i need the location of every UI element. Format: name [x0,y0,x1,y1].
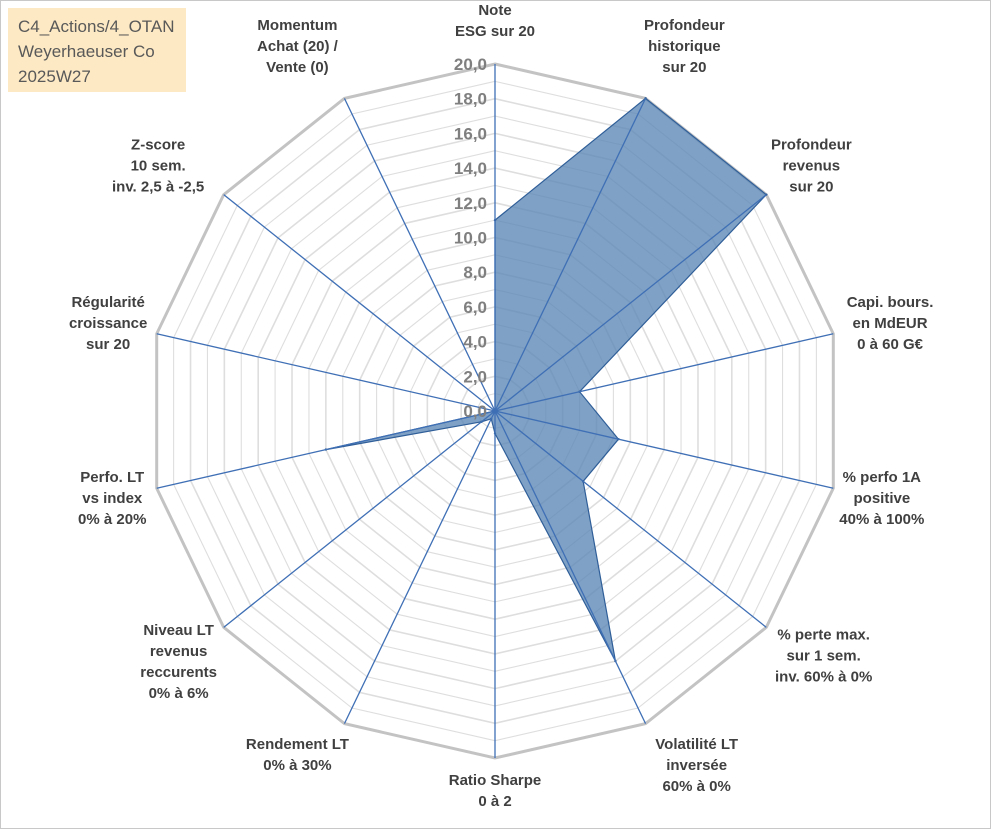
axis-label-line: 60% à 0% [662,778,730,795]
axis-label: Ratio Sharpe 0 à 2 [449,772,542,810]
axis-spoke [343,410,496,724]
axis-label: Momentum Achat (20) / Vente (0) [257,17,339,76]
axis-spoke [494,194,767,412]
axis-label-line: Achat (20) / [257,38,339,55]
axis-label-line: 40% à 100% [839,511,924,528]
axis-label: Note ESG sur 20 [455,2,535,40]
axis-label-line: inv. 60% à 0% [775,669,872,686]
axis-label-line: sur 1 sem. [787,648,861,665]
tick-label: 0,0 [463,402,487,421]
axis-label-line: revenus [783,157,841,174]
axis-label-line: Profondeur [771,136,852,153]
axis-label-line: 10 sem. [131,157,186,174]
axis-label-line: Momentum [257,17,337,34]
axis-label: Perfo. LT vs index 0% à 20% [78,469,146,528]
axis-label: Volatilité LT inversée 60% à 0% [655,736,738,795]
axis-spoke [494,410,647,724]
axis-spoke [494,98,647,412]
tick-label: 4,0 [463,333,487,352]
axis-label-line: 0% à 30% [263,757,331,774]
axis-spoke [494,410,767,628]
axis-label-line: revenus [150,643,208,660]
axis-label-line: sur 20 [662,59,706,76]
axis-label: Capi. bours. en MdEUR 0 à 60 G€ [847,294,934,353]
axis-label-line: % perte max. [777,627,870,644]
axis-label-line: % perfo 1A [843,469,922,486]
axis-spoke [494,333,834,412]
axis-label-line: Vente (0) [266,59,329,76]
axis-label: % perfo 1A positive 40% à 100% [839,469,924,528]
axis-label-line: 0 à 2 [478,793,511,810]
axis-label-line: sur 20 [86,336,130,353]
axis-spoke [156,410,496,489]
axis-label-line: sur 20 [789,178,833,195]
tick-label: 18,0 [454,90,487,109]
axis-label-line: 0 à 60 G€ [857,336,924,353]
info-box: C4_Actions/4_OTAN Weyerhaeuser Co 2025W2… [8,8,186,92]
axis-label: Profondeur revenus sur 20 [771,136,852,195]
tick-label: 12,0 [454,194,487,213]
axis-label: Rendement LT 0% à 30% [246,736,349,774]
axis-label-line: Volatilité LT [655,736,738,753]
tick-label: 10,0 [454,229,487,248]
tick-label: 14,0 [454,159,487,178]
axis-label-line: Ratio Sharpe [449,772,542,789]
axis-label-line: ESG sur 20 [455,23,535,40]
axis-label: % perte max. sur 1 sem. inv. 60% à 0% [775,627,872,686]
tick-label: 8,0 [463,263,487,282]
axis-spoke [223,194,496,412]
axis-label-line: inversée [666,757,727,774]
axis-label-line: 0% à 6% [149,685,209,702]
axis-label-line: Niveau LT [143,622,214,639]
axis-label-line: croissance [69,315,147,332]
data-series-area [325,97,768,662]
tick-label: 2,0 [463,367,487,386]
axis-label-line: Rendement LT [246,736,349,753]
axis-label-line: Note [478,2,511,19]
info-box-line-2: Weyerhaeuser Co [18,42,155,61]
axis-label-line: historique [648,38,721,55]
axis-label-line: Capi. bours. [847,294,934,311]
axis-label-line: positive [854,490,911,507]
info-box-line-1: C4_Actions/4_OTAN [18,17,175,36]
info-box-line-3: 2025W27 [18,67,91,86]
axis-label: Z-score 10 sem. inv. 2,5 à -2,5 [112,136,204,195]
axis-label-line: en MdEUR [853,315,928,332]
axis-spoke [494,410,834,489]
axis-label-line: 0% à 20% [78,511,146,528]
axis-label: Régularité croissance sur 20 [69,294,147,353]
axis-label-line: reccurents [140,664,217,681]
axis-label-line: Z-score [131,136,185,153]
tick-label: 20,0 [454,55,487,74]
tick-label: 16,0 [454,124,487,143]
axis-label-line: vs index [82,490,143,507]
axis-spoke [156,333,496,412]
axis-label-line: Profondeur [644,17,725,34]
tick-label: 6,0 [463,298,487,317]
axis-spoke [343,98,496,412]
axis-spoke [223,410,496,628]
axis-label-line: inv. 2,5 à -2,5 [112,178,204,195]
axis-label-line: Perfo. LT [80,469,144,486]
axis-label-line: Régularité [71,294,144,311]
axis-label: Profondeur historique sur 20 [644,17,725,76]
axis-label: Niveau LT revenus reccurents 0% à 6% [140,622,217,702]
